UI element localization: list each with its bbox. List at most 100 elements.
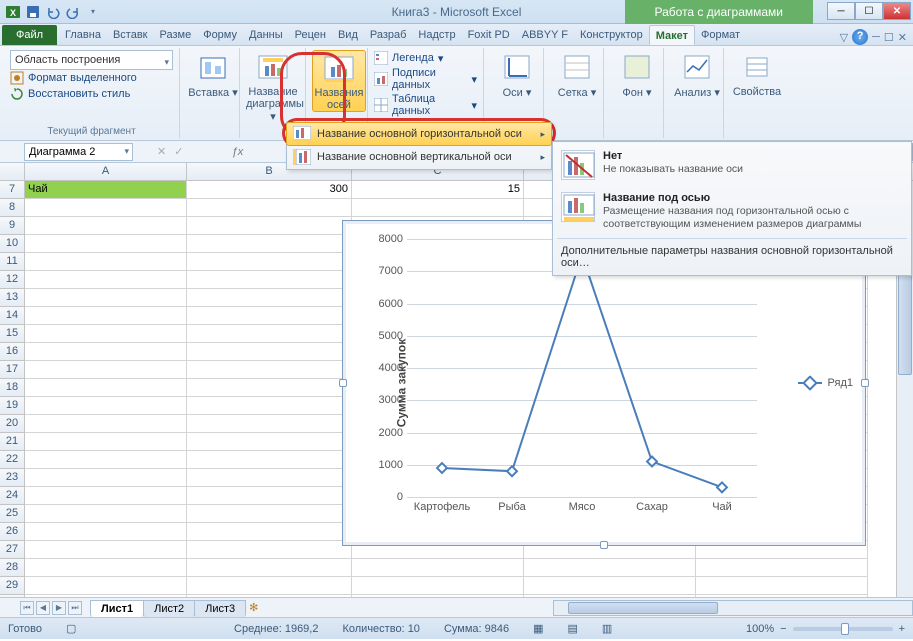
row-header[interactable]: 21 [0,433,25,451]
view-normal-icon[interactable]: ▦ [533,622,543,635]
cell[interactable] [25,559,187,577]
gridlines-button[interactable]: Сетка ▾ [550,50,604,99]
cell[interactable] [25,307,187,325]
cell[interactable] [187,577,352,595]
row-header[interactable]: 26 [0,523,25,541]
row-header[interactable]: 22 [0,451,25,469]
cell[interactable] [352,595,524,597]
data-table-button[interactable]: Таблица данных ▾ [374,92,477,118]
row-header[interactable]: 25 [0,505,25,523]
row-header[interactable]: 19 [0,397,25,415]
cell[interactable]: 15 [352,181,524,199]
cell[interactable] [187,235,352,253]
save-icon[interactable] [24,3,42,21]
row-header[interactable]: 14 [0,307,25,325]
row-header[interactable]: 30 [0,595,25,597]
row-header[interactable]: 23 [0,469,25,487]
tab-Формат[interactable]: Формат [695,25,746,45]
cell[interactable] [187,199,352,217]
redo-icon[interactable] [64,3,82,21]
row-header[interactable]: 28 [0,559,25,577]
tab-Вставк[interactable]: Вставк [107,25,154,45]
cell[interactable] [187,307,352,325]
tab-file[interactable]: Файл [2,25,57,45]
cell[interactable] [696,559,868,577]
name-box[interactable]: Диаграмма 2 [24,143,133,161]
enter-formula-icon[interactable]: ✓ [170,145,187,158]
row-header[interactable]: 16 [0,343,25,361]
row-header[interactable]: 13 [0,289,25,307]
cell[interactable] [25,523,187,541]
cell[interactable] [524,577,696,595]
tab-Надстр[interactable]: Надстр [412,25,461,45]
close-button[interactable]: ✕ [883,2,911,20]
tab-Главна[interactable]: Главна [59,25,107,45]
row-header[interactable]: 12 [0,271,25,289]
new-sheet-icon[interactable]: ✻ [249,601,258,614]
doc-restore-icon[interactable]: ☐ [884,31,894,44]
row-header[interactable]: 27 [0,541,25,559]
cell[interactable] [25,217,187,235]
chart-line-series[interactable] [407,239,757,497]
cell[interactable] [187,361,352,379]
tab-Рецен[interactable]: Рецен [289,25,332,45]
chart-title-button[interactable]: Название диаграммы ▾ [246,50,300,123]
row-header[interactable]: 10 [0,235,25,253]
row-header[interactable]: 15 [0,325,25,343]
macro-record-icon[interactable]: ▢ [66,622,76,635]
axis-titles-button[interactable]: Названия осей [312,50,366,112]
maximize-button[interactable]: ☐ [855,2,883,20]
cell[interactable] [25,253,187,271]
cell[interactable] [25,199,187,217]
row-header[interactable]: 17 [0,361,25,379]
cell[interactable] [25,271,187,289]
cell[interactable] [187,523,352,541]
insert-button[interactable]: Вставка ▾ [186,50,240,99]
sheet-next-icon[interactable]: ▶ [52,601,66,615]
column-header[interactable]: A [25,163,187,180]
vertical-axis-title-item[interactable]: Название основной вертикальной оси▸ [287,145,551,169]
more-options-item[interactable]: Дополнительные параметры названия основн… [553,241,911,273]
horizontal-scrollbar[interactable] [553,600,913,616]
tab-Разме[interactable]: Разме [154,25,198,45]
doc-close-icon[interactable]: ✕ [898,31,907,44]
fx-label[interactable]: ƒx [187,146,287,158]
cell[interactable] [187,325,352,343]
tab-Foxit PD[interactable]: Foxit PD [462,25,516,45]
cell[interactable] [352,559,524,577]
chart-handle[interactable] [600,541,608,549]
chart-element-selector[interactable]: Область построения [10,50,173,70]
cell[interactable]: Чай [25,181,187,199]
cell[interactable] [25,415,187,433]
minimize-button[interactable]: ─ [827,2,855,20]
row-header[interactable]: 29 [0,577,25,595]
chart-handle[interactable] [861,379,869,387]
chart-legend[interactable]: Ряд1 [798,377,853,389]
horizontal-axis-title-item[interactable]: Название основной горизонтальной оси▸ [286,122,552,146]
tab-Макет[interactable]: Макет [649,25,695,45]
cell[interactable] [25,235,187,253]
cell[interactable] [187,289,352,307]
plot-area-button[interactable]: Фон ▾ [610,50,664,99]
option-none[interactable]: НетНе показывать название оси [553,144,911,186]
cell[interactable] [25,595,187,597]
tab-Разраб[interactable]: Разраб [364,25,413,45]
select-all-corner[interactable] [0,163,25,180]
cell[interactable] [25,289,187,307]
cell[interactable] [524,595,696,597]
cell[interactable] [187,253,352,271]
row-header[interactable]: 11 [0,253,25,271]
undo-icon[interactable] [44,3,62,21]
cell[interactable] [352,199,524,217]
cell[interactable] [352,577,524,595]
format-selection-button[interactable]: Формат выделенного [10,70,173,86]
data-labels-button[interactable]: Подписи данных ▾ [374,66,477,92]
cell[interactable] [187,451,352,469]
cell[interactable] [187,487,352,505]
properties-button[interactable]: Свойства [730,50,784,98]
view-pagebreak-icon[interactable]: ▥ [602,622,612,635]
cell[interactable] [25,541,187,559]
cell[interactable] [187,559,352,577]
row-header[interactable]: 9 [0,217,25,235]
row-header[interactable]: 24 [0,487,25,505]
